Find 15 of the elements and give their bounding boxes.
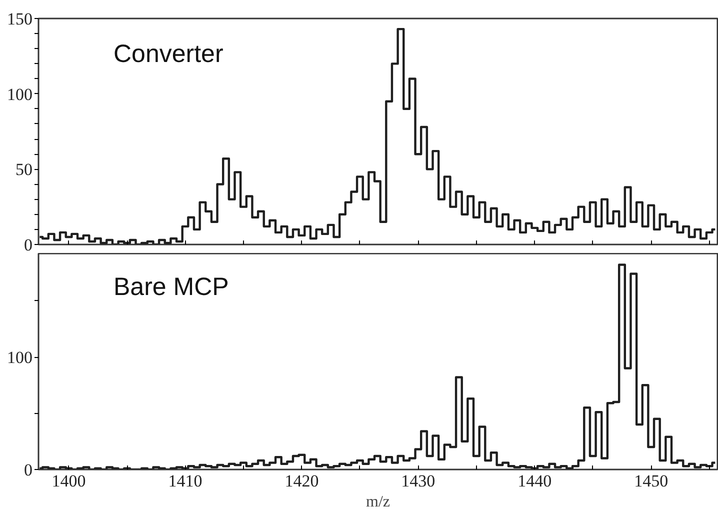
text: Bare MCP bbox=[114, 273, 229, 302]
x-tick-label: 1430 bbox=[401, 472, 436, 490]
y-tick-label: 0 bbox=[24, 460, 32, 480]
x-tick-label: 1420 bbox=[284, 472, 319, 490]
x-tick-label: 1410 bbox=[168, 472, 202, 490]
text: Converter bbox=[114, 40, 224, 68]
y-tick-label: 0 bbox=[24, 236, 32, 254]
x-tick-label: 1400 bbox=[52, 472, 86, 490]
y-tick-label: 50 bbox=[16, 160, 32, 180]
x-tick-label: 1440 bbox=[518, 472, 552, 490]
x-tick-label: 1450 bbox=[634, 472, 668, 490]
y-tick-label: 150 bbox=[7, 10, 32, 28]
y-tick-label: 100 bbox=[7, 348, 32, 367]
x-axis-title: m/z bbox=[366, 494, 390, 510]
y-tick-label: 100 bbox=[7, 84, 32, 104]
